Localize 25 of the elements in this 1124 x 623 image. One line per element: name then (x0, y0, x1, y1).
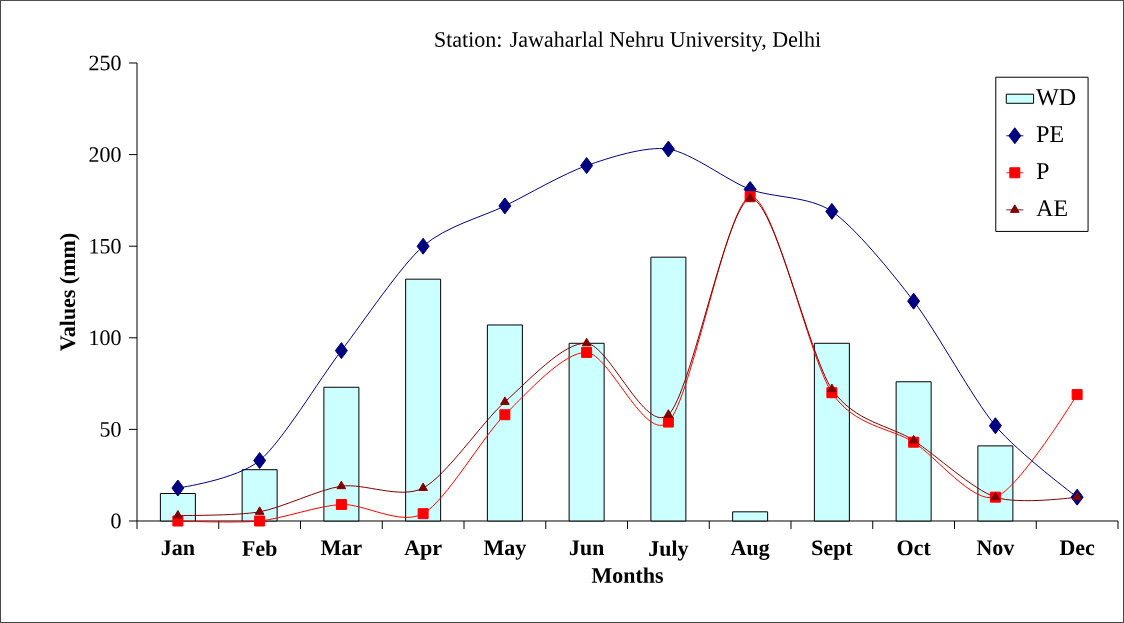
x-axis-title: Months (591, 567, 664, 583)
x-tick-label: Sept (812, 540, 853, 560)
legend-label: WD (1036, 89, 1076, 106)
y-tick-label: 50 (100, 421, 121, 437)
x-tick-label: July (649, 540, 689, 561)
x-tick-label: Aug (730, 540, 770, 560)
y-tick-label: 100 (90, 330, 121, 346)
x-tick-label: Dec (1059, 540, 1095, 556)
x-tick-label: Jun (569, 540, 605, 556)
x-tick-label: Nov (976, 540, 1015, 556)
x-tick-label: May (483, 540, 527, 560)
x-tick-label: Feb (242, 540, 277, 556)
legend-label: PE (1036, 126, 1063, 142)
x-tick-label: Oct (897, 540, 931, 556)
x-tick-label: Jan (161, 540, 195, 556)
y-tick-label: 250 (89, 55, 121, 71)
chart-title: Station: Jawaharlal Nehru University, Delhi (435, 31, 821, 52)
legend-label: AE (1036, 200, 1067, 217)
y-tick-label: 150 (90, 238, 121, 254)
x-tick-label: Apr (404, 540, 442, 560)
y-tick-label: 200 (89, 147, 121, 163)
x-tick-label: Mar (320, 540, 362, 556)
y-axis-title: Values (mm) (59, 233, 80, 351)
legend-label: P (1036, 163, 1049, 179)
y-tick-label: 0 (111, 513, 121, 529)
